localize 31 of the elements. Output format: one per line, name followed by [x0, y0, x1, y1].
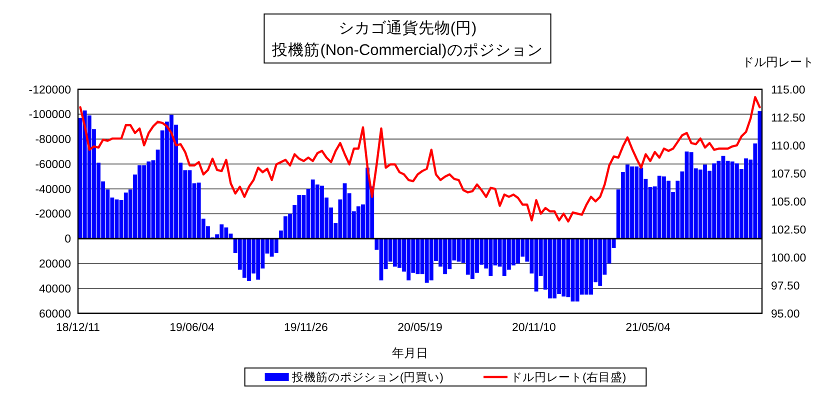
y-tick-label: -100000	[28, 109, 71, 122]
y-tick-label: -120000	[28, 84, 71, 96]
x-tick-label: 20/11/10	[512, 322, 556, 334]
chart-title: シカゴ通貨先物(円)	[338, 19, 477, 37]
y2-tick-label: 95.00	[771, 308, 800, 320]
y2-axis-title: ドル円レート	[742, 55, 814, 69]
y2-tick-label: 100.00	[771, 252, 806, 264]
y-tick-label: 40000	[39, 283, 71, 296]
legend-label: 投機筋のポジション(円買い)	[290, 371, 444, 384]
x-tick-label: 20/05/19	[398, 322, 442, 334]
y2-tick-label: 115.00	[771, 84, 806, 96]
x-tick-label: 18/12/11	[56, 322, 100, 334]
x-tick-label: 19/11/26	[284, 322, 328, 334]
y2-tick-label: 102.50	[771, 224, 806, 236]
y-tick-label: -40000	[35, 184, 71, 196]
y2-tick-label: 112.50	[771, 112, 806, 124]
legend-label: ドル円レート(右目盛)	[510, 371, 626, 384]
y2-tick-label: 105.00	[771, 196, 806, 208]
x-tick-label: 21/05/04	[626, 322, 671, 334]
y2-tick-label: 97.50	[771, 280, 800, 292]
x-axis-title: 年月日	[392, 346, 428, 360]
y2-tick-label: 107.50	[771, 168, 806, 180]
y-tick-label: -80000	[35, 134, 71, 146]
y-tick-label: -60000	[35, 158, 71, 171]
y-tick-label: -20000	[35, 208, 71, 221]
chart-subtitle: 投機筋(Non-Commercial)のポジション	[271, 41, 543, 59]
y-tick-label: 60000	[39, 308, 71, 320]
y2-tick-label: 110.00	[771, 140, 806, 152]
y-tick-label: 20000	[39, 258, 71, 271]
x-tick-label: 19/06/04	[170, 322, 215, 334]
y-tick-label: 0	[64, 234, 71, 246]
